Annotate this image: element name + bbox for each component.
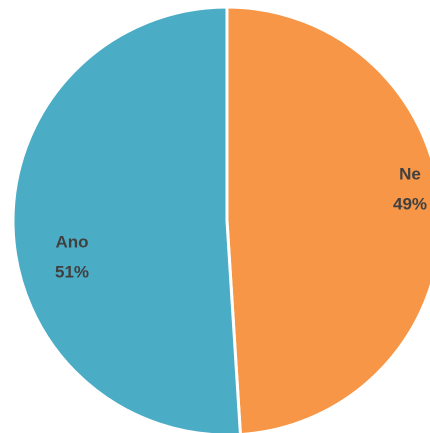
slice-value-label: 51% [55, 262, 89, 281]
pie-slice [11, 5, 242, 433]
slice-label: Ne [399, 164, 421, 183]
pie-slice [225, 5, 430, 433]
slice-value-label: 49% [393, 194, 427, 213]
slice-label: Ano [55, 232, 88, 251]
